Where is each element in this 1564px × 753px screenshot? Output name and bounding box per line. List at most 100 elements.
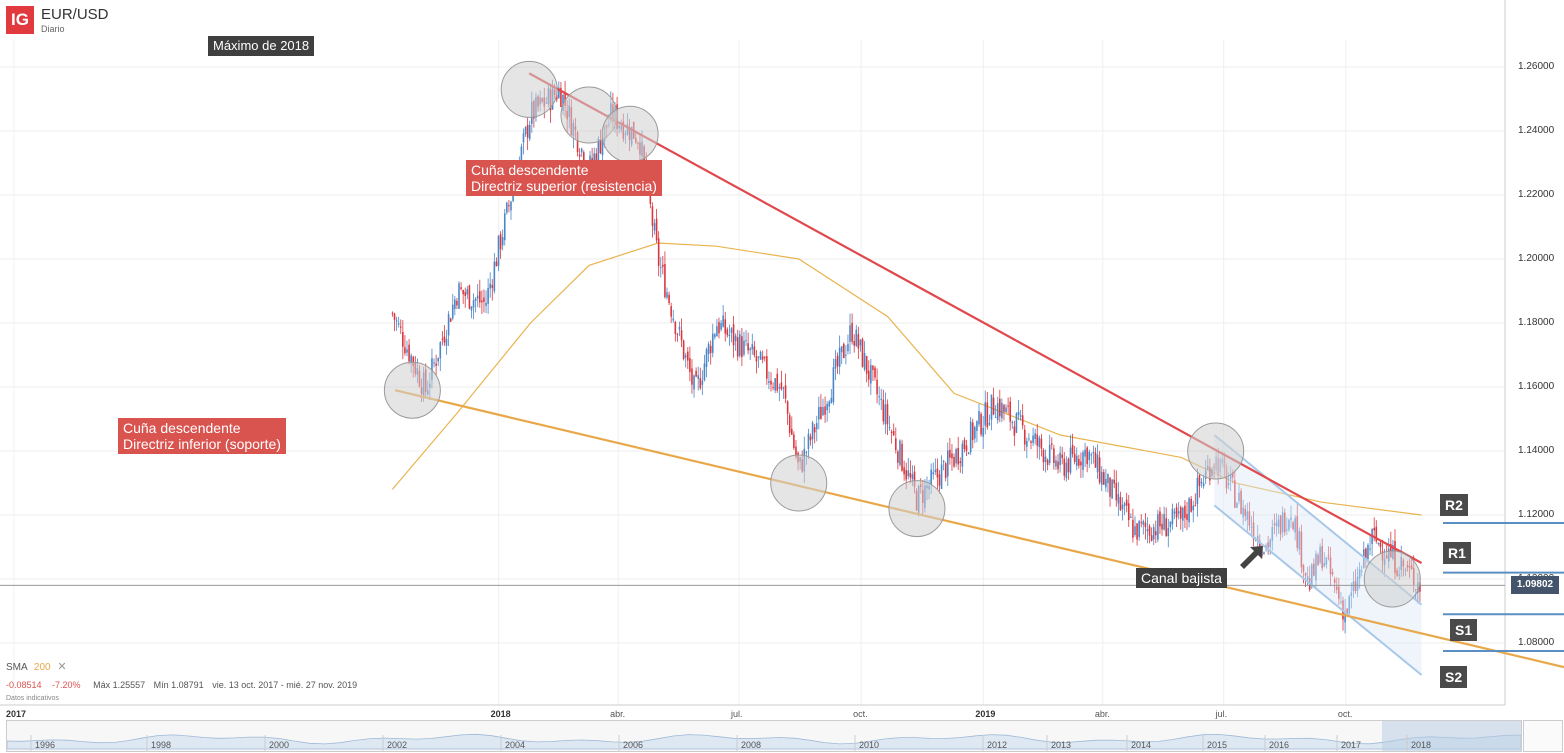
candle [445,329,448,355]
candle-body [1034,433,1036,440]
candle-body [599,139,602,154]
candle-body [697,375,699,379]
candle-body [716,326,718,337]
candle-body [1177,511,1180,514]
candle [998,389,1001,423]
candle-body [1121,504,1124,510]
candle-body [1190,498,1192,512]
candle [784,373,787,404]
candle [711,323,714,358]
candle [1053,444,1055,470]
candle-body [1123,503,1126,506]
indicator-period[interactable]: 200 [33,662,51,673]
candle [1273,513,1276,535]
candle-body [776,373,779,391]
candle [1007,397,1009,415]
candle-body [689,358,691,373]
candle [402,319,404,360]
candle-body [1313,563,1315,576]
instrument-symbol[interactable]: EUR/USD [41,6,109,23]
navigator-year-label: 2012 [987,740,1008,750]
candle-body [1258,540,1261,549]
candle [1144,513,1147,540]
candle [395,316,398,331]
range-navigator[interactable]: 1996 1998 2000 2002 2004 2006 2008 2010 2012 2013… [6,720,1522,752]
candle [1234,469,1236,509]
candle-body [1173,511,1176,514]
candle [1196,468,1199,517]
candle [437,357,439,366]
candle-body [1356,576,1359,591]
candle-body [393,313,396,320]
candle [1048,434,1051,466]
candle [714,332,716,340]
candle [1021,404,1024,430]
candle-body [847,344,849,352]
candle-body [601,139,604,156]
candle-body [1075,455,1078,466]
timeframe-label[interactable]: Diario [41,24,65,34]
candle-body [949,449,951,458]
close-icon[interactable]: ✕ [57,661,67,673]
candle [1286,517,1288,536]
candle [1009,396,1011,431]
candle-body [828,401,831,407]
indicator-name[interactable]: SMA [6,662,28,673]
candle [1256,524,1259,551]
candle-body [528,124,531,140]
candle [1202,474,1205,489]
chart-header: IG EUR/USD Diario [6,6,109,35]
candle-body [1140,522,1143,524]
candle-body [462,289,464,295]
candle-body [761,356,764,360]
time-tick-label: 2018 [490,709,511,719]
candle-body [410,355,412,364]
candle [1132,508,1134,543]
candle-body [412,356,415,366]
candle-body [1310,564,1313,587]
candle [443,325,446,346]
candle-body [1125,499,1128,506]
navigator-history [7,721,1521,751]
candle-body [1294,518,1296,533]
candle [861,337,864,368]
candle-body [1184,505,1186,518]
candle-body [481,300,483,303]
candle-body [911,474,914,480]
candle [1148,524,1151,544]
candle-body [395,320,398,322]
candle [1086,445,1088,473]
candle [936,458,939,490]
candle [508,199,510,213]
candle-body [832,367,835,403]
candle [932,462,935,480]
navigator-handle[interactable] [1523,720,1563,752]
price-tick-label: 1.18000 [1518,317,1555,328]
candle-body [749,348,751,351]
candle-body [1263,552,1265,554]
candle-body [1044,456,1047,463]
candle-body [1023,429,1026,445]
time-tick-label: abr. [610,709,626,719]
candle [1044,449,1047,473]
candle-body [701,380,704,385]
candle-body [905,470,907,480]
candle-body [558,87,560,98]
navigator-area [7,733,1521,750]
candle [1046,458,1049,471]
candle [901,439,903,472]
level-r2-label: R2 [1440,494,1468,516]
candle-body [435,363,437,366]
candle [1375,520,1378,544]
candle-body [703,363,706,381]
candle-body [1269,539,1271,548]
candle-body [454,299,456,310]
candle-body [483,297,485,302]
candle-body [1240,490,1242,514]
candle-body [1182,507,1184,521]
candle [1084,442,1086,467]
candle-body [1080,461,1082,466]
candle [822,398,824,417]
candle [882,389,885,425]
